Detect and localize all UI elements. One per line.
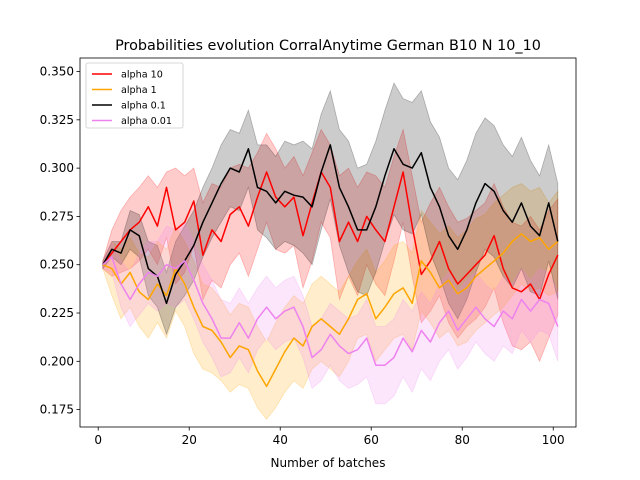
confidence-bands — [102, 82, 559, 420]
y-axis: 0.175 0.200 0.225 0.250 0.275 0.300 0.325 0.350 — [40, 65, 80, 417]
x-tick-label: 60 — [364, 433, 379, 447]
band-series-0 — [102, 127, 559, 363]
y-tick-label: 0.325 — [40, 113, 74, 127]
x-axis: 0 20 40 60 80 100 — [94, 427, 565, 447]
legend-label-1: alpha 1 — [121, 85, 157, 96]
legend-label-0: alpha 10 — [121, 70, 163, 81]
line-series-0 — [102, 171, 559, 301]
y-tick-label: 0.200 — [40, 354, 74, 368]
line-series-2 — [102, 144, 559, 305]
legend-label-2: alpha 0.1 — [121, 101, 166, 112]
legend-label-3: alpha 0.01 — [121, 116, 172, 127]
plot-area-frame — [79, 57, 577, 428]
y-tick-label: 0.275 — [40, 209, 74, 223]
legend-box — [85, 62, 184, 129]
band-series-1 — [102, 183, 559, 420]
y-tick-label: 0.250 — [40, 258, 74, 272]
x-tick-label: 40 — [273, 433, 288, 447]
x-tick-label: 20 — [182, 433, 197, 447]
y-tick-label: 0.300 — [40, 161, 74, 175]
band-series-2 — [102, 82, 559, 336]
x-tick-label: 80 — [455, 433, 470, 447]
legend: alpha 10 alpha 1 alpha 0.1 alpha 0.01 — [85, 62, 184, 129]
x-tick-label: 0 — [94, 433, 102, 447]
series-lines — [102, 144, 559, 388]
x-tick-label: 100 — [542, 433, 565, 447]
line-series-1 — [102, 233, 559, 388]
line-series-3 — [102, 256, 559, 366]
y-tick-label: 0.350 — [40, 65, 74, 79]
chart-title: Probabilities evolution CorralAnytime Ge… — [115, 38, 541, 54]
band-series-3 — [102, 221, 559, 405]
x-axis-label: Number of batches — [271, 456, 386, 470]
y-tick-label: 0.225 — [40, 306, 74, 320]
y-tick-label: 0.175 — [40, 403, 74, 417]
